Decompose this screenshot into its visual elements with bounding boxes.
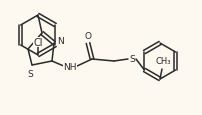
Text: O: O bbox=[84, 32, 91, 41]
Text: NH: NH bbox=[63, 63, 76, 72]
Text: Cl: Cl bbox=[33, 38, 43, 48]
Text: S: S bbox=[27, 70, 33, 79]
Text: N: N bbox=[57, 37, 64, 46]
Text: S: S bbox=[128, 55, 134, 64]
Text: CH₃: CH₃ bbox=[155, 57, 170, 66]
